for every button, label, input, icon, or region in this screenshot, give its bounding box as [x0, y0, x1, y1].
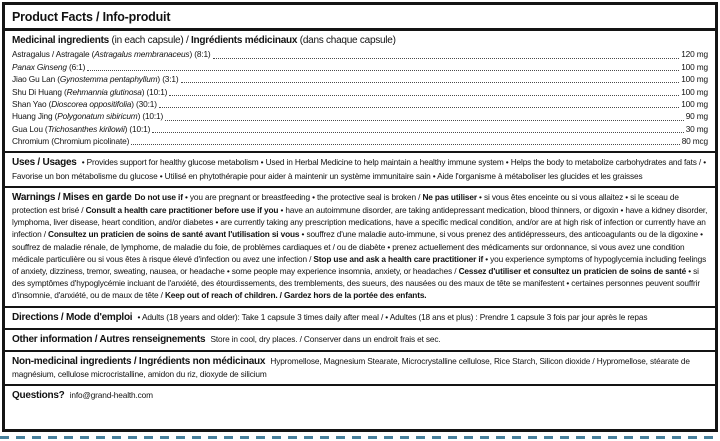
ingredient-amount: 80 mcg	[681, 136, 708, 147]
ingredient-amount: 100 mg	[681, 98, 708, 109]
questions-header: Questions?	[12, 390, 65, 402]
cut-line	[0, 436, 720, 439]
label-panel: Product Facts / Info-produit Medicinal i…	[2, 2, 718, 432]
ingredient-amount: 100 mg	[681, 86, 708, 97]
ingredient-amount: 100 mg	[681, 74, 708, 85]
ingredient-name: Panax Ginseng (6:1)	[12, 61, 86, 72]
ingredient-row: Shu Di Huang (Rehmannia glutinosa) (10:1…	[12, 85, 708, 97]
ingredient-row: Chromium (Chromium picolinate) 80 mcg	[12, 135, 708, 147]
directions-header: Directions / Mode d'emploi	[12, 311, 133, 323]
medicinal-header-fr: Ingrédients médicinaux	[191, 35, 298, 47]
section-non-medicinal-ingredients: Non-medicinal ingredients / Ingrédients …	[5, 349, 715, 384]
dot-leader	[212, 57, 680, 59]
questions-email: info@grand-health.com	[67, 390, 153, 401]
ingredient-row: Shan Yao (Dioscorea oppositifolia) (30:1…	[12, 98, 708, 110]
section-title: Product Facts / Info-produit	[5, 5, 715, 28]
directions-body: • Adults (18 years and older): Take 1 ca…	[135, 311, 648, 322]
dot-leader	[180, 82, 680, 84]
ingredient-row: Gua Lou (Trichosanthes kirilowii) (10:1)…	[12, 123, 708, 135]
non-medicinal-body: Hypromellose, Magnesium Stearate, Microc…	[12, 355, 690, 380]
non-medicinal-header: Non-medicinal ingredients / Ingrédients …	[12, 355, 266, 367]
other-information-body: Store in cool, dry places. / Conserver d…	[208, 333, 441, 344]
ingredient-name: Jiao Gu Lan (Gynostemma pentaphyllum) (3…	[12, 74, 179, 85]
ingredient-amount: 100 mg	[681, 61, 708, 72]
section-questions: Questions? info@grand-health.com	[5, 384, 715, 406]
uses-body: • Provides support for healthy glucose m…	[12, 157, 706, 181]
uses-header: Uses / Usages	[12, 157, 77, 169]
section-other-information: Other information / Autres renseignement…	[5, 327, 715, 350]
ingredient-name: Huang Jing (Polygonatum sibiricum) (10:1…	[12, 111, 164, 122]
dot-leader	[169, 94, 680, 96]
dot-leader	[131, 144, 680, 146]
ingredient-name: Shan Yao (Dioscorea oppositifolia) (30:1…	[12, 98, 157, 109]
dot-leader	[152, 131, 684, 133]
ingredient-amount: 30 mg	[685, 123, 708, 134]
ingredient-name: Astragalus / Astragale (Astragalus membr…	[12, 49, 211, 60]
ingredient-row: Huang Jing (Polygonatum sibiricum) (10:1…	[12, 110, 708, 122]
other-information-header: Other information / Autres renseignement…	[12, 333, 206, 345]
ingredient-row: Panax Ginseng (6:1) 100 mg	[12, 61, 708, 73]
warnings-header: Warnings / Mises en garde	[12, 191, 132, 203]
section-directions: Directions / Mode d'emploi • Adults (18 …	[5, 305, 715, 328]
ingredient-name: Shu Di Huang (Rehmannia glutinosa) (10:1…	[12, 86, 168, 97]
dot-leader	[158, 107, 680, 109]
ingredient-row: Jiao Gu Lan (Gynostemma pentaphyllum) (3…	[12, 73, 708, 85]
section-warnings: Warnings / Mises en garde Do not use if •…	[5, 185, 715, 306]
section-medicinal-ingredients: Medicinal ingredients (in each capsule) …	[5, 28, 715, 151]
page-title: Product Facts / Info-produit	[12, 10, 171, 24]
section-uses: Uses / Usages • Provides support for hea…	[5, 151, 715, 185]
ingredient-amount: 90 mg	[685, 111, 708, 122]
dot-leader	[165, 119, 684, 121]
ingredient-row: Astragalus / Astragale (Astragalus membr…	[12, 48, 708, 60]
ingredient-name: Gua Lou (Trichosanthes kirilowii) (10:1)	[12, 123, 151, 134]
dot-leader	[87, 69, 680, 71]
medicinal-header: Medicinal ingredients (in each capsule) …	[12, 35, 396, 47]
ingredient-name: Chromium (Chromium picolinate)	[12, 136, 130, 147]
ingredient-amount: 120 mg	[681, 49, 708, 60]
medicinal-header-en: Medicinal ingredients	[12, 35, 109, 47]
